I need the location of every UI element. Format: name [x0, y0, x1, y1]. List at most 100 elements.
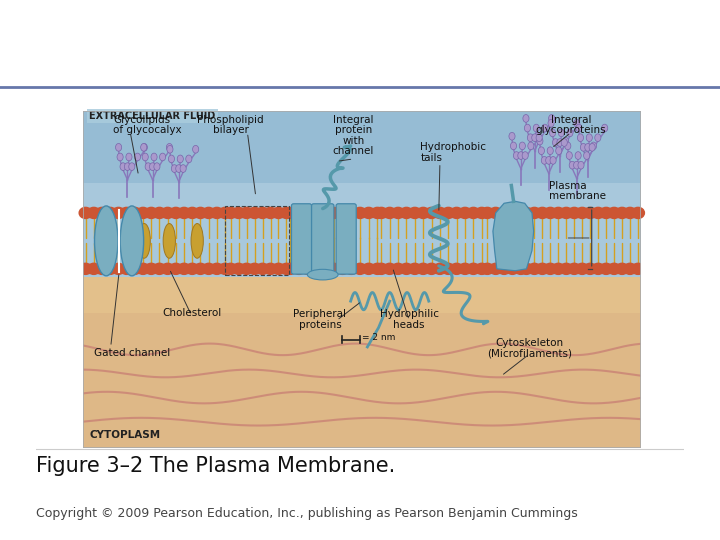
- Circle shape: [354, 264, 366, 274]
- Circle shape: [79, 264, 92, 274]
- Circle shape: [383, 207, 396, 219]
- Circle shape: [104, 207, 117, 219]
- Circle shape: [400, 207, 413, 219]
- Ellipse shape: [524, 124, 531, 132]
- Circle shape: [169, 207, 182, 219]
- Circle shape: [272, 207, 285, 219]
- Circle shape: [362, 207, 375, 219]
- Ellipse shape: [519, 142, 526, 150]
- Circle shape: [425, 264, 438, 274]
- Circle shape: [528, 264, 541, 274]
- Ellipse shape: [177, 155, 184, 163]
- FancyBboxPatch shape: [312, 204, 334, 274]
- Ellipse shape: [549, 129, 556, 137]
- Circle shape: [392, 264, 405, 274]
- Ellipse shape: [574, 119, 580, 127]
- Circle shape: [137, 207, 150, 219]
- Ellipse shape: [586, 134, 593, 141]
- Ellipse shape: [176, 165, 182, 172]
- Circle shape: [498, 207, 510, 219]
- Ellipse shape: [562, 137, 569, 145]
- FancyBboxPatch shape: [83, 111, 641, 183]
- Circle shape: [194, 207, 207, 219]
- Circle shape: [608, 207, 621, 219]
- Ellipse shape: [180, 165, 186, 172]
- Circle shape: [475, 264, 488, 274]
- Circle shape: [371, 207, 384, 219]
- Circle shape: [210, 207, 223, 219]
- FancyBboxPatch shape: [336, 204, 356, 274]
- Ellipse shape: [166, 144, 173, 151]
- Circle shape: [400, 264, 413, 274]
- Text: Cytoskeleton: Cytoskeleton: [495, 338, 563, 348]
- Ellipse shape: [186, 155, 192, 163]
- Text: protein: protein: [335, 125, 372, 135]
- Text: channel: channel: [333, 146, 374, 157]
- Circle shape: [302, 207, 314, 219]
- Ellipse shape: [307, 269, 338, 280]
- Text: EXTRACELLULAR FLUID: EXTRACELLULAR FLUID: [89, 111, 216, 122]
- Circle shape: [506, 264, 519, 274]
- Circle shape: [248, 264, 261, 274]
- Ellipse shape: [145, 163, 151, 171]
- Circle shape: [186, 264, 199, 274]
- Text: membrane: membrane: [549, 191, 606, 201]
- Text: heads: heads: [394, 320, 425, 330]
- Ellipse shape: [191, 224, 203, 258]
- Circle shape: [87, 264, 100, 274]
- Circle shape: [552, 207, 564, 219]
- Ellipse shape: [574, 161, 580, 169]
- Ellipse shape: [570, 161, 575, 169]
- Text: of glycocalyx: of glycocalyx: [114, 125, 182, 135]
- Ellipse shape: [577, 134, 583, 141]
- Ellipse shape: [509, 132, 515, 140]
- Circle shape: [568, 207, 580, 219]
- Circle shape: [528, 207, 541, 219]
- Circle shape: [417, 264, 430, 274]
- Ellipse shape: [163, 224, 176, 258]
- Circle shape: [104, 264, 117, 274]
- Circle shape: [475, 207, 488, 219]
- Ellipse shape: [549, 114, 554, 122]
- Ellipse shape: [576, 124, 582, 132]
- Text: proteins: proteins: [299, 320, 341, 330]
- Circle shape: [490, 207, 502, 219]
- Ellipse shape: [531, 134, 538, 141]
- Circle shape: [153, 264, 166, 274]
- Text: with: with: [342, 136, 364, 146]
- Text: Plasma Membrane: Plasma Membrane: [128, 21, 592, 64]
- Circle shape: [600, 264, 613, 274]
- Ellipse shape: [142, 153, 148, 161]
- Ellipse shape: [602, 124, 608, 132]
- Text: bilayer: bilayer: [212, 125, 248, 135]
- Circle shape: [362, 264, 375, 274]
- Circle shape: [79, 207, 92, 219]
- Text: Cholesterol: Cholesterol: [162, 308, 221, 319]
- Circle shape: [328, 264, 341, 274]
- Ellipse shape: [510, 142, 516, 150]
- Circle shape: [319, 264, 332, 274]
- Text: Integral: Integral: [551, 114, 591, 125]
- Circle shape: [624, 264, 636, 274]
- Circle shape: [520, 207, 533, 219]
- Circle shape: [560, 207, 572, 219]
- Circle shape: [194, 264, 207, 274]
- Bar: [225, 206, 289, 275]
- Circle shape: [450, 264, 463, 274]
- Circle shape: [240, 264, 253, 274]
- Circle shape: [592, 264, 605, 274]
- Text: Figure 3–2 The Plasma Membrane.: Figure 3–2 The Plasma Membrane.: [36, 456, 395, 476]
- Ellipse shape: [561, 139, 567, 146]
- Ellipse shape: [125, 163, 130, 171]
- Circle shape: [592, 207, 605, 219]
- Ellipse shape: [535, 132, 541, 140]
- FancyBboxPatch shape: [292, 204, 312, 274]
- Circle shape: [280, 264, 293, 274]
- Circle shape: [481, 207, 494, 219]
- Circle shape: [383, 264, 396, 274]
- Text: Plasma: Plasma: [549, 180, 586, 191]
- Circle shape: [336, 264, 349, 274]
- Circle shape: [536, 264, 549, 274]
- Circle shape: [481, 264, 494, 274]
- Circle shape: [96, 264, 109, 274]
